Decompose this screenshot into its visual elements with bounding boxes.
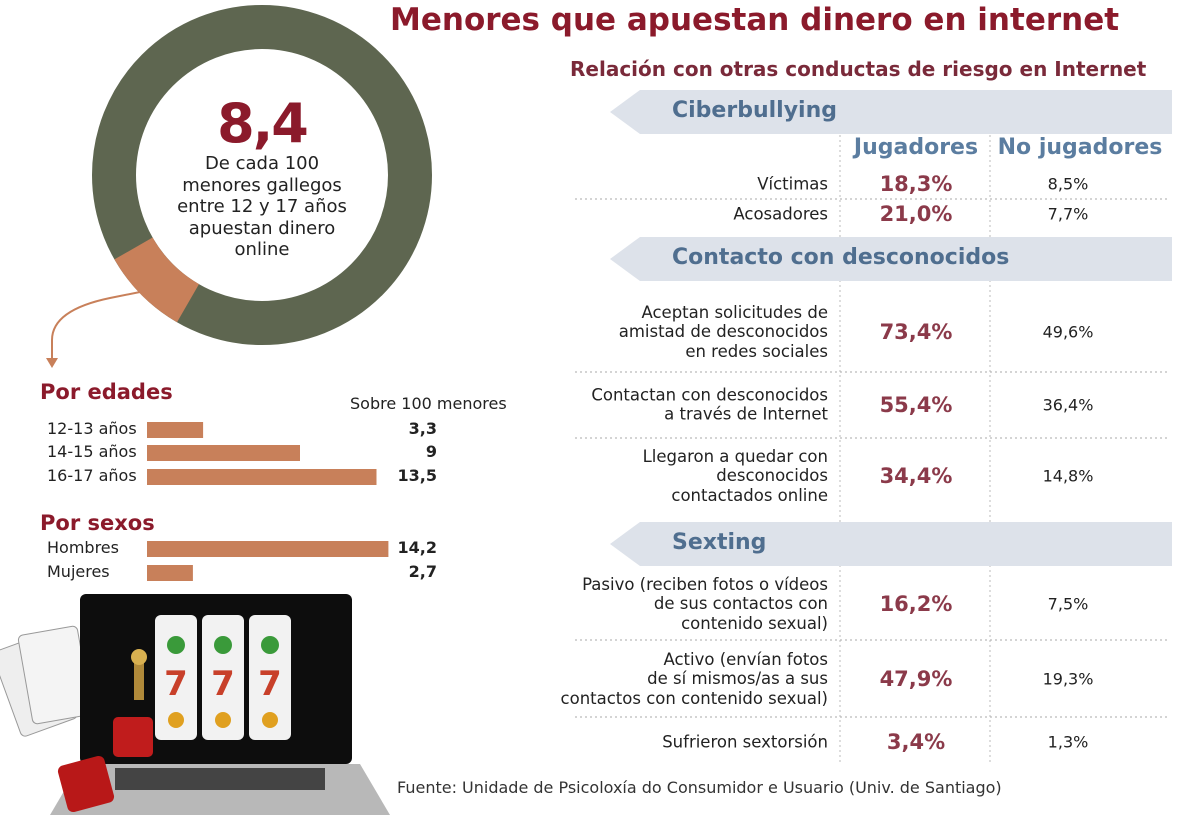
bar-value: 2,7	[408, 562, 437, 581]
bar-value: 3,3	[408, 419, 437, 438]
cell-value: 21,0%	[879, 202, 953, 226]
bar	[147, 422, 204, 438]
row-label: Sufrieron sextorsión	[662, 732, 828, 752]
donut-slice	[114, 237, 199, 323]
section-band	[610, 522, 1172, 566]
cell-value: 19,3%	[1042, 669, 1094, 689]
bar-group-title: Por edades	[40, 380, 173, 404]
bar-group-subtitle: Sobre 100 menores	[350, 394, 507, 413]
row-label: Acosadores	[733, 204, 828, 224]
cell-value: 3,4%	[886, 730, 946, 754]
section-title: Ciberbullying	[672, 98, 837, 123]
bar-value: 14,2	[397, 538, 437, 557]
column-header: No jugadores	[997, 135, 1163, 160]
bar-value: 13,5	[397, 466, 437, 485]
row-label: Pasivo (reciben fotos o vídeos de sus co…	[582, 574, 828, 633]
bar-group-title: Por sexos	[40, 511, 155, 535]
cell-value: 73,4%	[879, 320, 953, 344]
donut-value: 8,4	[217, 92, 309, 155]
row-label: Víctimas	[757, 174, 828, 194]
cell-value: 1,3%	[1047, 732, 1089, 752]
cell-value: 16,2%	[879, 592, 953, 616]
cell-value: 34,4%	[879, 464, 953, 488]
section-band	[610, 237, 1172, 281]
cell-value: 14,8%	[1042, 466, 1094, 486]
table-title: Relación con otras conductas de riesgo e…	[570, 57, 1147, 81]
arrow-head	[46, 358, 58, 368]
cell-value: 47,9%	[879, 667, 953, 691]
bar	[147, 565, 193, 581]
section-title: Sexting	[672, 530, 767, 555]
cell-value: 18,3%	[879, 172, 953, 196]
connector	[51, 289, 151, 362]
svg-text:7: 7	[258, 664, 282, 704]
bar	[147, 469, 377, 485]
svg-text:7: 7	[211, 664, 235, 704]
bar-label: 14-15 años	[47, 442, 137, 461]
donut-track	[92, 5, 432, 345]
bar	[147, 445, 300, 461]
bar-label: Hombres	[47, 538, 119, 557]
bar-label: 16-17 años	[47, 466, 137, 485]
laptop-illustration: 7 7 7	[0, 594, 390, 815]
svg-text:7: 7	[164, 664, 188, 704]
cell-value: 55,4%	[879, 393, 953, 417]
donut-description: De cada 100 menores gallegos entre 12 y …	[177, 153, 347, 261]
column-header: Jugadores	[853, 135, 979, 160]
bar	[147, 541, 389, 557]
cell-value: 7,5%	[1047, 594, 1089, 614]
row-label: Activo (envían fotos de sí mismos/as a s…	[560, 649, 828, 708]
page-title: Menores que apuestan dinero en internet	[390, 2, 1120, 38]
section-band	[610, 90, 1172, 134]
section-title: Contacto con desconocidos	[672, 245, 1010, 270]
bar-label: Mujeres	[47, 562, 110, 581]
row-label: Aceptan solicitudes de amistad de descon…	[618, 302, 828, 361]
source: Fuente: Unidade de Psicoloxía do Consumi…	[397, 778, 1002, 797]
bar-value: 9	[425, 442, 437, 461]
bar-label: 12-13 años	[47, 419, 137, 438]
row-label: Llegaron a quedar con desconocidos conta…	[642, 446, 828, 505]
cell-value: 49,6%	[1042, 322, 1094, 342]
row-label: Contactan con desconocidos a través de I…	[591, 385, 828, 424]
cell-value: 36,4%	[1042, 395, 1094, 415]
cell-value: 7,7%	[1047, 204, 1089, 224]
cell-value: 8,5%	[1047, 174, 1089, 194]
